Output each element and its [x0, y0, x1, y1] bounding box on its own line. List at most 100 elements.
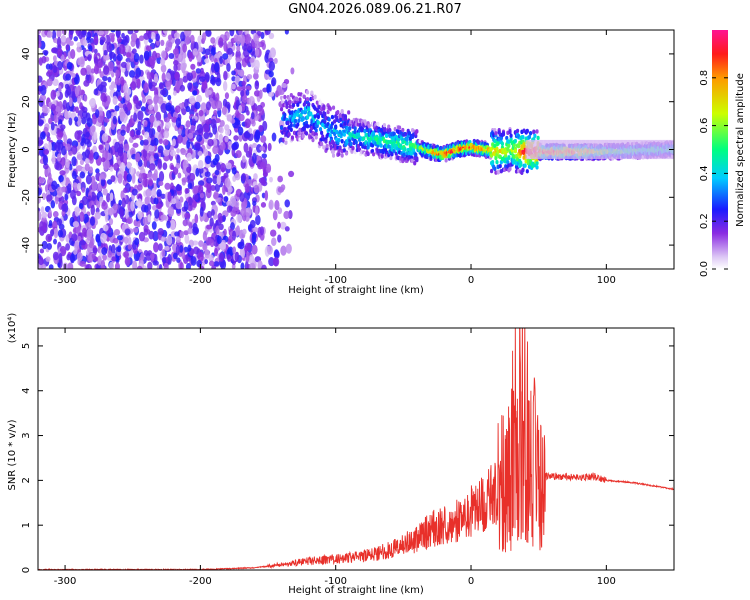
- spectrogram-noise-cell: [277, 175, 284, 183]
- spectrogram-noise-cell: [259, 107, 265, 116]
- spectrogram-ridge-cell: [504, 153, 508, 159]
- spectrogram-noise-cell: [219, 142, 226, 151]
- spectrogram-noise-cell: [70, 48, 76, 60]
- spectrogram-noise-cell: [216, 162, 221, 171]
- spectrogram-noise-cell: [198, 109, 204, 117]
- spectrogram-noise-cell: [40, 206, 45, 214]
- spectrogram-ridge-cell: [536, 135, 540, 141]
- spectrogram-noise-cell: [258, 89, 263, 100]
- spectrogram-noise-cell: [265, 163, 272, 173]
- spectrogram-noise-cell: [175, 236, 181, 243]
- spectrogram-ytick-label: -40: [21, 237, 32, 253]
- spectrogram-noise-cell: [157, 228, 164, 236]
- spectrogram-noise-cell: [197, 159, 204, 169]
- spectrogram-noise-cell: [161, 248, 166, 258]
- snr-xtick-label: -100: [324, 576, 347, 587]
- spectrogram-noise-cell: [88, 152, 94, 161]
- spectrogram-noise-cell: [139, 135, 143, 141]
- spectrogram-noise-cell: [215, 100, 223, 111]
- colorbar-ticks: 0.00.20.40.60.8: [699, 70, 728, 277]
- spectrogram-noise-cell: [73, 36, 78, 42]
- spectrogram-ridge-cell: [378, 138, 382, 144]
- spectrogram-noise-cell: [218, 252, 225, 263]
- spectrogram-noise-cell: [191, 118, 196, 126]
- spectrogram-ridge-cell: [307, 102, 311, 107]
- spectrogram-noise-cell: [248, 254, 255, 265]
- spectrogram-noise-cell: [71, 145, 78, 155]
- spectrogram-noise-cell: [42, 154, 49, 166]
- spectrogram-noise-cell: [50, 103, 56, 112]
- spectrogram-noise-cell: [173, 63, 178, 72]
- spectrogram-noise-cell: [168, 52, 175, 59]
- spectrogram-noise-cell: [161, 72, 166, 83]
- spectrogram-noise-cell: [38, 187, 42, 196]
- spectrogram-noise-cell: [271, 132, 277, 142]
- spectrogram-noise-cell: [105, 159, 110, 169]
- spectrogram-noise-cell: [253, 173, 258, 181]
- spectrogram-noise-cell: [135, 73, 139, 80]
- spectrogram-noise-cell: [167, 253, 172, 265]
- spectrogram-noise-cell: [188, 196, 193, 206]
- spectrogram-noise-cell: [56, 153, 62, 162]
- spectrogram-noise-cell: [58, 252, 63, 264]
- snr-ytick-label: 4: [21, 388, 32, 394]
- spectrogram-noise-cell: [177, 128, 182, 135]
- spectrogram-ridge-cell: [334, 125, 338, 130]
- spectrogram-noise-cell: [197, 180, 205, 187]
- spectrogram-noise-cell: [102, 254, 108, 261]
- spectrogram-noise-cell: [179, 196, 184, 203]
- spectrogram-noise-cell: [158, 138, 163, 144]
- spectrogram-noise-cell: [81, 117, 87, 125]
- spectrogram-ridge-cell: [415, 156, 419, 161]
- spectrogram-noise-cell: [145, 188, 152, 197]
- spectrogram-xtick-label: 0: [468, 275, 474, 286]
- spectrogram-noise-cell: [198, 240, 204, 247]
- spectrogram-noise-cell: [219, 55, 223, 65]
- spectrogram-ridge-cell: [396, 137, 401, 142]
- spectrogram-noise-cell: [146, 98, 153, 105]
- spectrogram-noise-cell: [74, 241, 80, 251]
- spectrogram-noise-cell: [215, 77, 222, 87]
- spectrogram-noise-cell: [142, 148, 148, 159]
- spectrogram-ridge-cell: [305, 124, 310, 129]
- spectrogram-noise-cell: [158, 263, 163, 269]
- spectrogram-noise-cell: [97, 255, 102, 266]
- spectrogram-noise-cell: [50, 89, 57, 101]
- spectrogram-noise-cell: [163, 149, 170, 157]
- spectrogram-noise-cell: [38, 257, 44, 266]
- colorbar-tick-label: 0.6: [699, 118, 710, 134]
- spectrogram-noise-cell: [216, 174, 222, 186]
- spectrogram-noise-cell: [235, 109, 240, 119]
- spectrogram-noise-cell: [171, 198, 177, 205]
- spectrogram-noise-cell: [238, 113, 245, 122]
- spectrogram-ridge-cell: [336, 110, 340, 115]
- spectrogram-noise-cell: [109, 261, 115, 269]
- spectrogram-noise-cell: [187, 82, 193, 90]
- spectrogram-noise-cell: [239, 192, 245, 203]
- spectrogram-noise-cell: [41, 106, 48, 114]
- spectrogram-noise-cell: [223, 228, 227, 237]
- spectrogram-noise-cell: [222, 53, 229, 60]
- spectrogram-noise-cell: [107, 250, 113, 258]
- spectrogram-noise-cell: [167, 191, 172, 202]
- spectrogram-ridge-cell: [353, 129, 357, 135]
- spectrogram-noise-cell: [102, 188, 108, 196]
- spectrogram-noise-cell: [236, 86, 243, 92]
- spectrogram-noise-cell: [74, 86, 80, 97]
- spectrogram-noise-cell: [39, 248, 45, 254]
- spectrogram-noise-cell: [55, 90, 60, 97]
- spectrogram-noise-cell: [107, 76, 112, 83]
- spectrogram-noise-cell: [260, 161, 266, 170]
- spectrogram-noise-cell: [57, 229, 64, 238]
- spectrogram-ridge-cell: [322, 145, 326, 150]
- spectrogram-noise-cell: [71, 233, 78, 242]
- spectrogram-noise-cell: [56, 30, 62, 38]
- spectrogram-noise-cell: [208, 260, 215, 267]
- spectrogram-noise-cell: [238, 104, 243, 114]
- spectrogram-ridge-cell: [501, 132, 506, 137]
- spectrogram-noise-cell: [132, 94, 139, 104]
- spectrogram-ridge-cell: [279, 107, 284, 112]
- spectrogram-noise-cell: [150, 139, 156, 147]
- spectrogram-noise-cell: [92, 145, 98, 154]
- spectrogram-ridge-cell: [288, 99, 292, 105]
